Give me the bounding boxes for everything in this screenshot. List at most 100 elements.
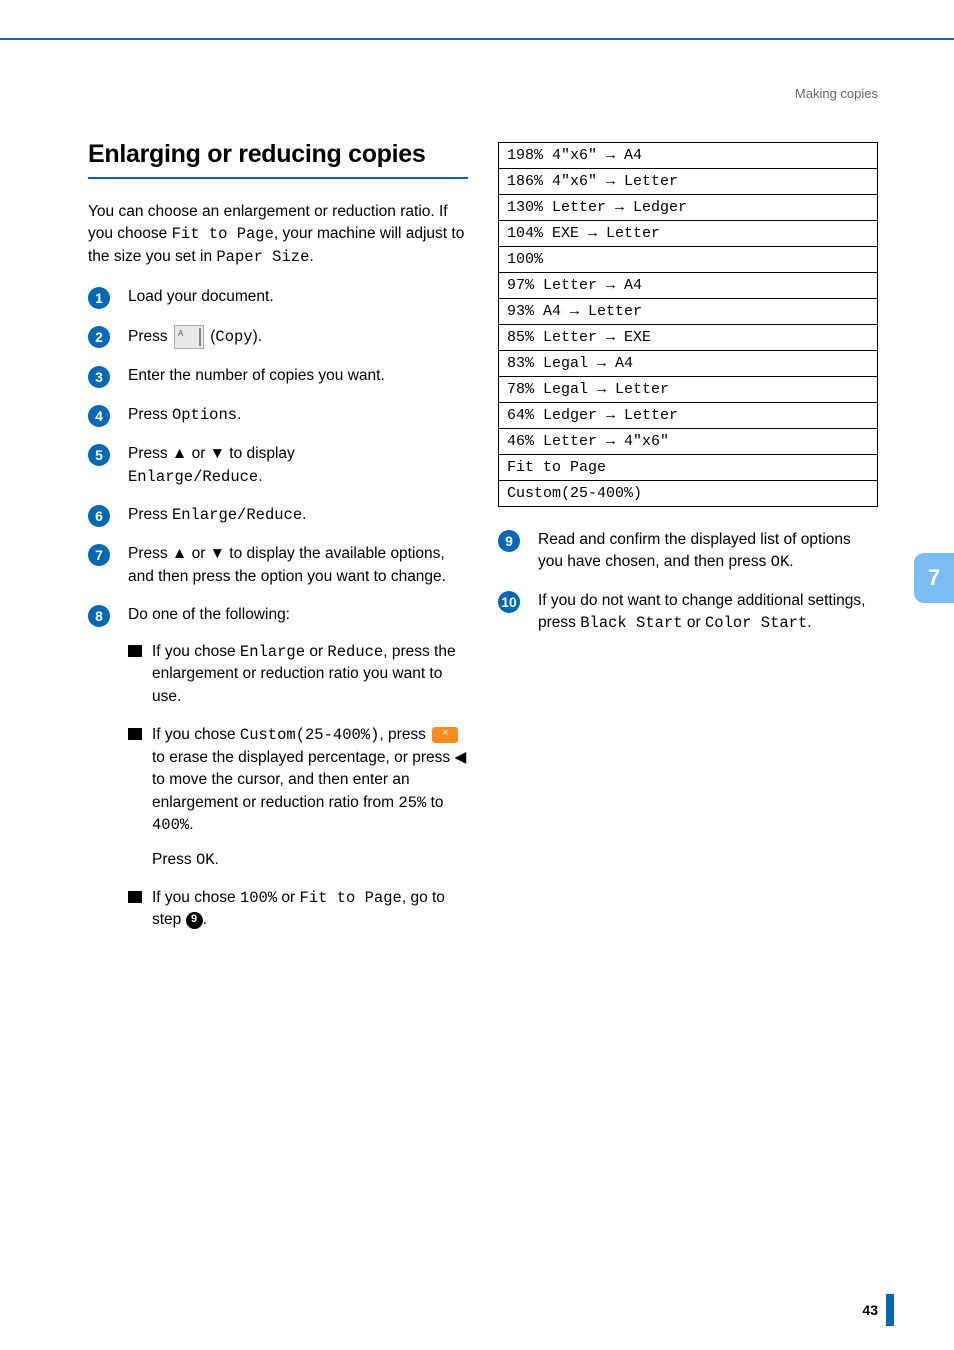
step-number-icon: 2 [88,326,110,348]
section-title: Enlarging or reducing copies [88,140,468,179]
step-6-a: Press [128,506,172,523]
ratio-cell: 130% Letter → Ledger [499,195,878,221]
copy-icon [174,325,204,349]
step-3-body: Enter the number of copies you want. [128,365,468,387]
step-8a: If you chose Enlarge or Reduce, press th… [128,641,468,708]
s10-m1: Black Start [580,614,682,632]
intro-mono1: Fit to Page [172,225,274,243]
step-number-icon: 1 [88,287,110,309]
s10-b: or [683,614,705,631]
step-4-b: . [237,406,241,423]
s8b-a: If you chose [152,726,240,743]
ratio-cell: 198% 4"x6" → A4 [499,143,878,169]
s8b-f: Press [152,851,196,868]
s8a-m1: Enlarge [240,643,305,661]
step-6-mono: Enlarge/Reduce [172,506,302,524]
s8b-g: . [215,851,219,868]
step-3: 3 Enter the number of copies you want. [88,365,468,388]
s8b-d: to [426,794,443,811]
s8b-e: . [189,816,193,833]
ratio-cell: 78% Legal → Letter [499,377,878,403]
step-4-body: Press Options. [128,404,468,426]
step-number-icon: 9 [498,530,520,552]
erase-key-icon [432,727,458,743]
step-2: 2 Press (Copy). [88,325,468,349]
s8a-a: If you chose [152,643,240,660]
ratio-table: 198% 4"x6" → A4186% 4"x6" → Letter130% L… [498,142,878,507]
step-8-lead: Do one of the following: [128,606,290,623]
s8c-d: . [203,911,207,928]
step-6: 6 Press Enlarge/Reduce. [88,504,468,527]
step-number-icon: 6 [88,505,110,527]
step-5: 5 Press ▲ or ▼ to display Enlarge/Reduce… [88,443,468,488]
step-6-body: Press Enlarge/Reduce. [128,504,468,526]
step-number-icon: 7 [88,544,110,566]
step-number-icon: 4 [88,405,110,427]
step-8-body: Do one of the following: If you chose En… [128,604,468,948]
step-1-body: Load your document. [128,286,468,308]
step-number-icon: 8 [88,605,110,627]
right-column: 198% 4"x6" → A4186% 4"x6" → Letter130% L… [498,140,878,964]
step-7: 7 Press ▲ or ▼ to display the available … [88,543,468,588]
step-1: 1 Load your document. [88,286,468,309]
content-area: Enlarging or reducing copies You can cho… [88,140,878,964]
s10-c: . [807,614,811,631]
step-2-body: Press (Copy). [128,325,468,349]
ratio-cell: 186% 4"x6" → Letter [499,169,878,195]
ratio-cell: 64% Ledger → Letter [499,403,878,429]
s8a-m2: Reduce [327,643,383,661]
s8a-b: or [305,643,327,660]
chapter-tab: 7 [914,553,954,603]
steps-list-right: 9 Read and confirm the displayed list of… [498,529,878,635]
step-4: 4 Press Options. [88,404,468,427]
step-2-b: ( [206,329,215,346]
page-number: 43 [862,1302,878,1318]
step-6-b: . [302,506,306,523]
left-column: Enlarging or reducing copies You can cho… [88,140,468,964]
intro-part3: . [309,248,313,265]
intro-mono2: Paper Size [216,248,309,266]
step-10-body: If you do not want to change additional … [538,590,878,635]
header-category: Making copies [795,86,878,101]
step-2-mono: Copy [215,329,252,347]
step-7-body: Press ▲ or ▼ to display the available op… [128,543,468,588]
ratio-cell: Fit to Page [499,455,878,481]
s8b-m4: OK [196,851,215,869]
step-5-a: Press ▲ or ▼ to display [128,445,295,462]
step-8: 8 Do one of the following: If you chose … [88,604,468,948]
ratio-cell: 104% EXE → Letter [499,221,878,247]
s8c-b: or [277,889,299,906]
bullet-icon [128,891,142,903]
step-5-b: . [258,468,262,485]
s9-a: Read and confirm the displayed list of o… [538,531,851,570]
step-8c: If you chose 100% or Fit to Page, go to … [128,887,468,932]
step-number-icon: 5 [88,444,110,466]
s8b-m2: 25% [398,794,426,812]
s8b-m1: Custom(25-400%) [240,726,380,744]
s8b-m3: 400% [152,816,189,834]
step-5-mono: Enlarge/Reduce [128,468,258,486]
step-9: 9 Read and confirm the displayed list of… [498,529,878,574]
ratio-cell: 97% Letter → A4 [499,273,878,299]
step-2-a: Press [128,329,172,346]
ratio-cell: 100% [499,247,878,273]
ratio-cell: 85% Letter → EXE [499,325,878,351]
s8b-b: , press [379,726,430,743]
s9-m: OK [771,553,790,571]
s10-m2: Color Start [705,614,807,632]
step-10: 10 If you do not want to change addition… [498,590,878,635]
step-8b: If you chose Custom(25-400%), press to e… [128,724,468,871]
step-4-mono: Options [172,406,237,424]
step-2-c: ). [253,329,262,346]
bullet-icon [128,645,142,657]
step-number-icon: 3 [88,366,110,388]
inline-step-ref: 9 [186,912,203,929]
top-rule [0,38,954,40]
intro-text: You can choose an enlargement or reducti… [88,201,468,268]
step-9-body: Read and confirm the displayed list of o… [538,529,878,574]
ratio-cell: Custom(25-400%) [499,481,878,507]
step-5-body: Press ▲ or ▼ to display Enlarge/Reduce. [128,443,468,488]
step-number-icon: 10 [498,591,520,613]
steps-list-left: 1 Load your document. 2 Press (Copy). 3 … [88,286,468,948]
step-4-a: Press [128,406,172,423]
